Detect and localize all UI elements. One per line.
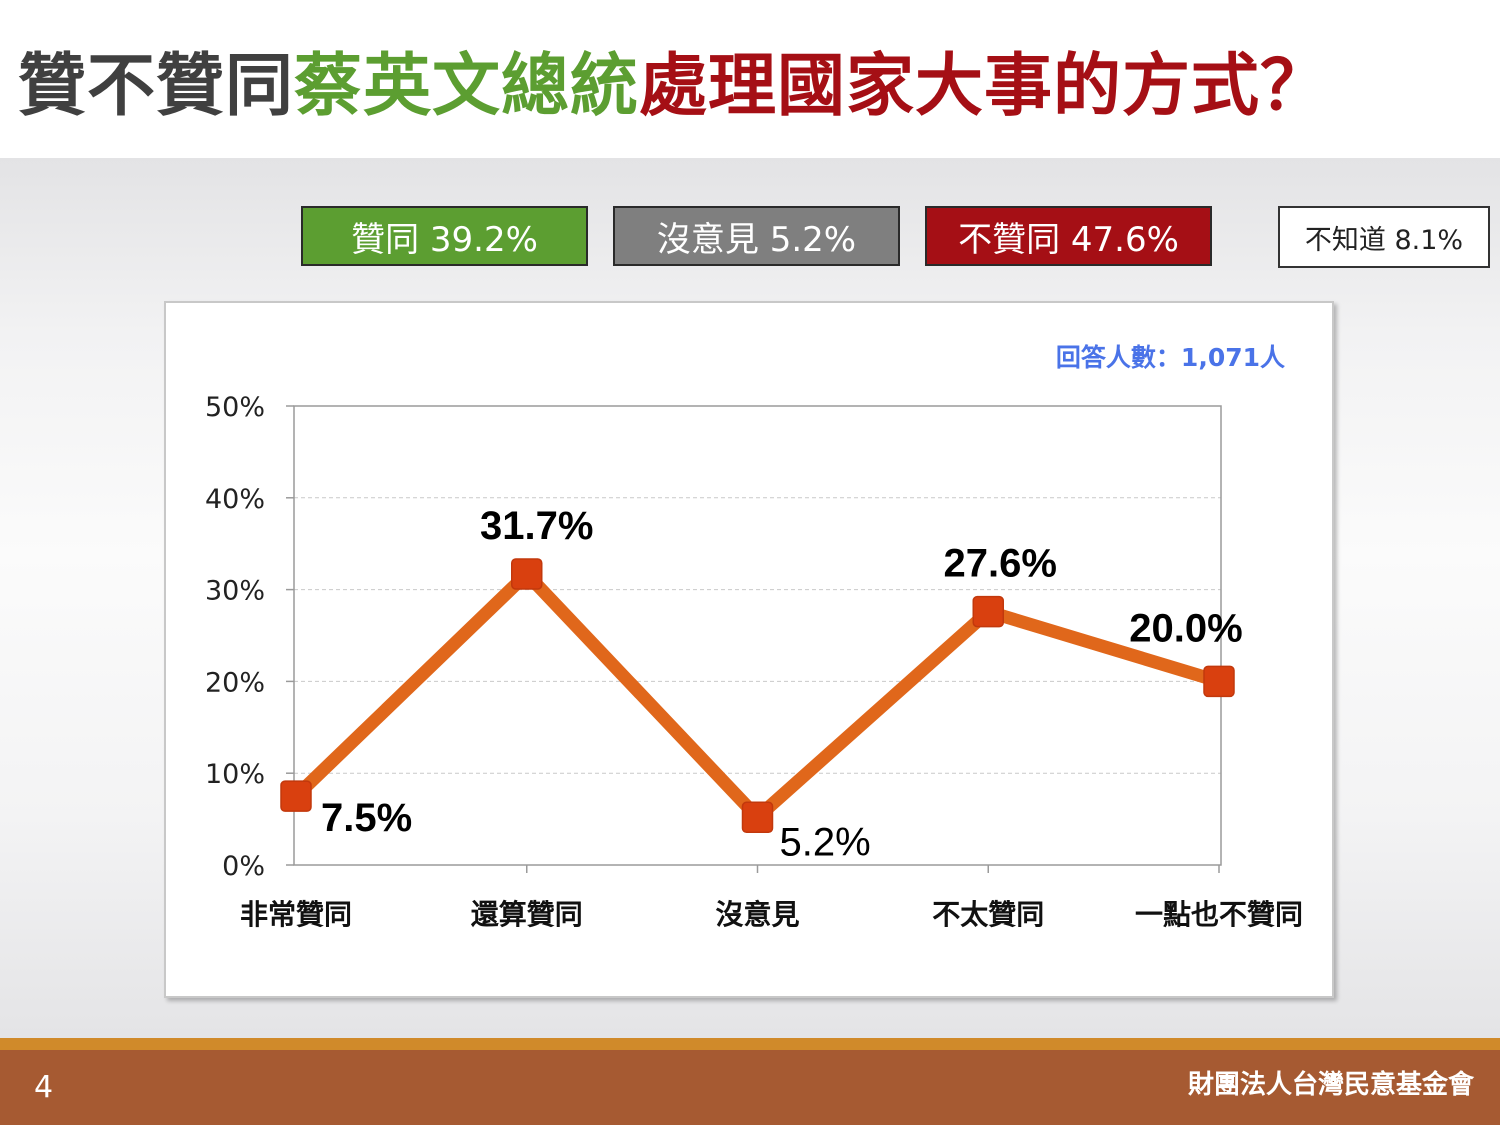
summary-approve-label: 贊同 39.2% (351, 219, 538, 260)
data-point-marker (511, 558, 543, 590)
axes (286, 405, 1222, 873)
summary-no-opinion-label: 沒意見 5.2% (656, 219, 857, 260)
data-point-marker (972, 595, 1004, 628)
summary-disapprove-label: 不贊同 47.6% (958, 219, 1179, 260)
summary-dont-know-label: 不知道 8.1% (1304, 224, 1464, 256)
summary-dont-know-box: 不知道 8.1% (1278, 206, 1490, 268)
x-tick-label: 還算贊同 (471, 898, 583, 931)
page-number: 4 (34, 1070, 54, 1105)
summary-approve-box: 贊同 39.2% (301, 206, 588, 266)
x-tick-label: 沒意見 (715, 898, 799, 931)
chart-frame (164, 301, 1334, 998)
page-title: 贊不贊同蔡英文總統處理國家大事的方式？ (18, 42, 1329, 132)
data-label: 7.5% (321, 796, 412, 840)
x-tick-label: 一點也不贊同 (1135, 898, 1303, 931)
summary-disapprove-box: 不贊同 47.6% (925, 206, 1212, 266)
y-tick-label: 30% (205, 576, 265, 607)
respondents-count: 回答人數：1,071人 (1056, 343, 1285, 372)
data-point-marker (1203, 665, 1235, 698)
y-tick-labels: 0% 10% 20% 30% 40% 50% (205, 392, 265, 882)
summary-no-opinion-box: 沒意見 5.2% (613, 206, 900, 266)
grid-lines (294, 497, 1221, 774)
data-point-marker (280, 780, 312, 812)
x-tick-labels: 非常贊同 還算贊同 沒意見 不太贊同 一點也不贊同 (240, 898, 1303, 931)
y-tick-label: 20% (205, 667, 265, 698)
data-label: 31.7% (480, 504, 593, 548)
y-tick-label: 40% (205, 484, 265, 515)
title-part-2: 蔡英文總統 (294, 47, 640, 126)
data-label: 5.2% (780, 820, 871, 864)
footer-stripe (0, 1038, 1500, 1050)
title-part-3: 處理國家大事的方式？ (639, 47, 1330, 126)
x-tick-label: 非常贊同 (240, 898, 352, 931)
data-labels: 7.5% 31.7% 5.2% 27.6% 20.0% (321, 504, 1243, 864)
data-label: 20.0% (1129, 606, 1242, 650)
series-markers (280, 558, 1235, 834)
title-bar: 贊不贊同蔡英文總統處理國家大事的方式？ (0, 0, 1500, 158)
series-line-path (291, 567, 1221, 824)
y-tick-label: 50% (205, 392, 265, 423)
data-label: 27.6% (944, 542, 1057, 586)
data-point-marker (741, 801, 774, 834)
y-tick-label: 0% (222, 851, 265, 882)
x-tick-label: 不太贊同 (932, 898, 1044, 931)
y-tick-label: 10% (205, 759, 265, 790)
series-line (291, 567, 1221, 824)
title-part-1: 贊不贊同 (18, 47, 295, 126)
organization-name: 財團法人台灣民意基金會 (1187, 1070, 1474, 1100)
footer: 4 財團法人台灣民意基金會 (0, 1050, 1500, 1125)
